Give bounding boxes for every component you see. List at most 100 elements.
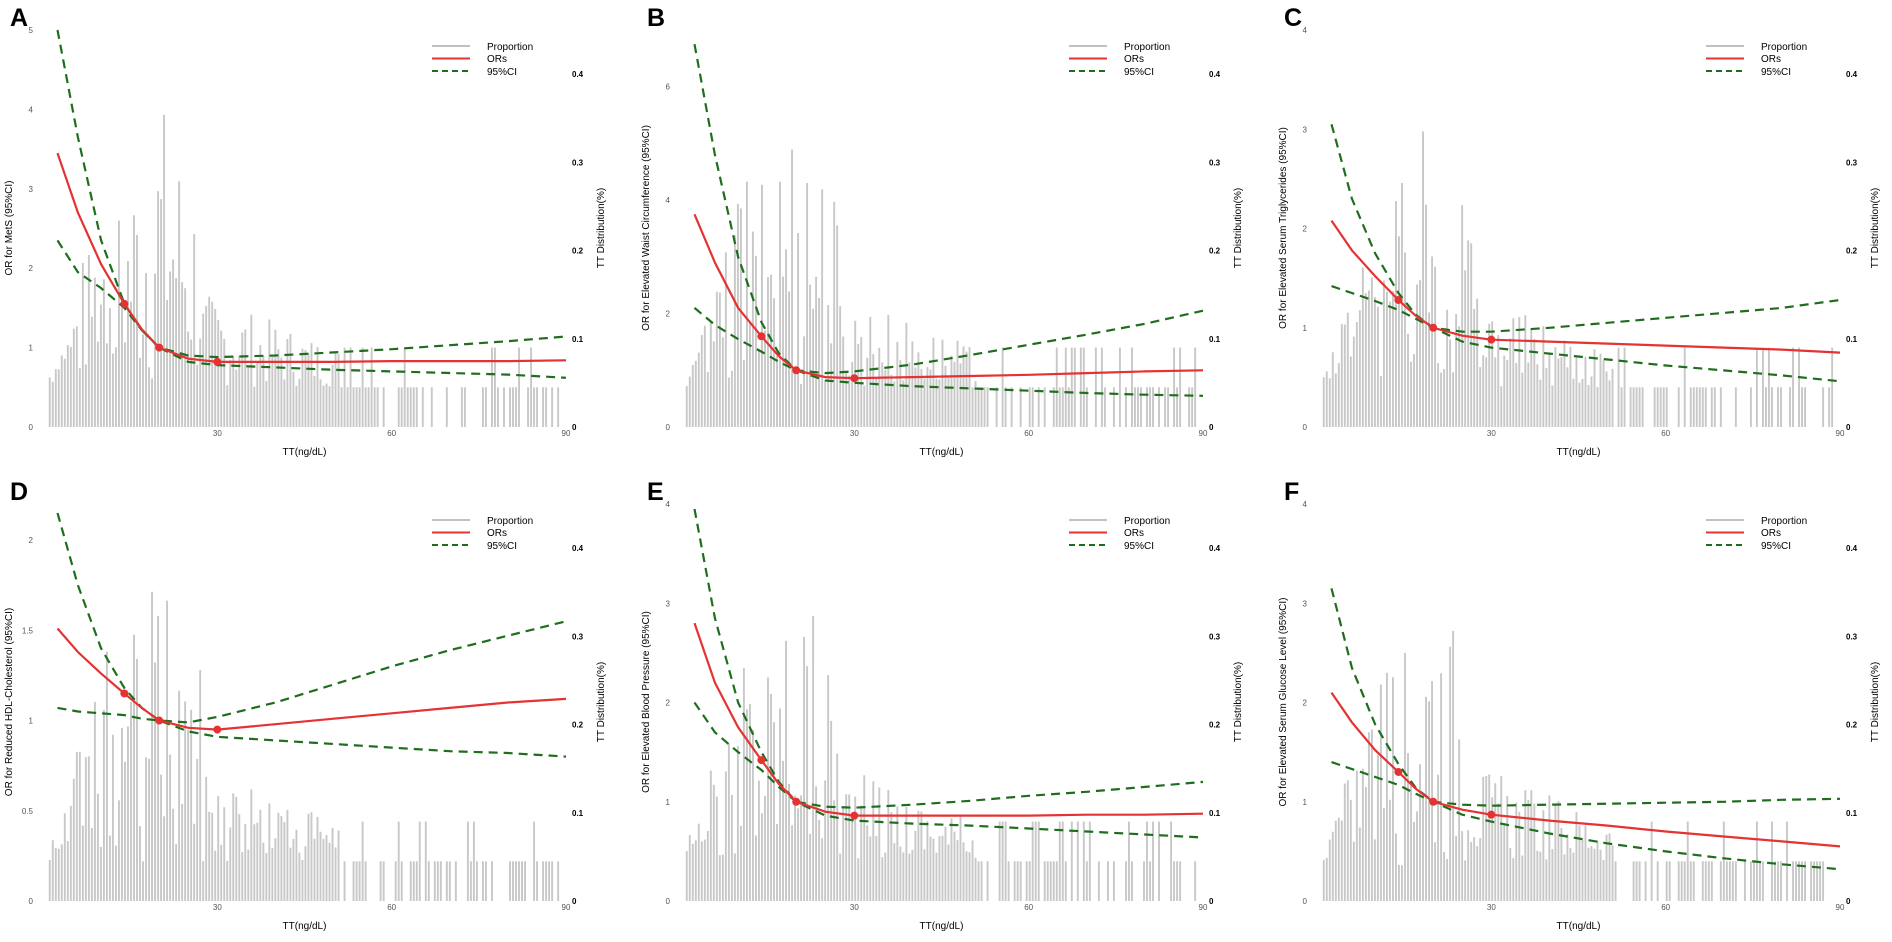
histogram-bar (319, 831, 322, 901)
histogram-bar (292, 371, 295, 427)
histogram-bar (497, 387, 499, 427)
y-tick-label: 0 (29, 423, 34, 432)
legend-ors-label: ORs (487, 54, 507, 65)
histogram-bar (1798, 861, 1800, 901)
histogram-bar (1064, 347, 1067, 427)
histogram-bar (1340, 324, 1343, 427)
histogram-bar (394, 861, 397, 901)
histogram-bar (1016, 861, 1019, 901)
histogram-bar (358, 861, 361, 901)
histogram-bar (1749, 861, 1752, 901)
histogram-bar (947, 375, 950, 427)
histogram-bar (75, 752, 78, 901)
x-tick-label: 90 (1199, 429, 1208, 438)
histogram-bar (93, 277, 96, 427)
histogram-bar (1376, 755, 1379, 901)
y-tick-label: 3 (29, 185, 34, 194)
histogram-bar (851, 361, 854, 427)
histogram-bar (977, 387, 980, 427)
histogram-bar (1587, 847, 1590, 901)
histogram-bar (108, 308, 111, 427)
y-tick-label: 2 (666, 699, 671, 708)
histogram-bar (1725, 861, 1728, 901)
histogram-bar (271, 356, 274, 427)
histogram-bar (863, 385, 866, 427)
panel-letter: B (647, 4, 665, 32)
histogram-bar (1572, 852, 1575, 901)
histogram-bar (1373, 297, 1376, 427)
histogram-bar (114, 845, 117, 901)
legend-ci-label: 95%CI (1761, 67, 1791, 78)
histogram-bar (361, 821, 364, 901)
histogram-bar (1467, 240, 1470, 427)
histogram-bar (1410, 361, 1412, 427)
x-tick-label: 30 (1487, 429, 1496, 438)
histogram-bar (48, 377, 51, 427)
histogram-bar (920, 369, 923, 427)
histogram-bar (286, 809, 289, 901)
histogram-bar (87, 756, 90, 901)
histogram-bar (397, 387, 400, 427)
histogram-bar (1052, 861, 1055, 901)
histogram-bar (881, 362, 884, 427)
x-tick-label: 90 (1836, 429, 1845, 438)
histogram-bar (950, 818, 953, 901)
histogram-bar (439, 861, 442, 901)
histogram-bar (1698, 387, 1701, 427)
histogram-bar (797, 808, 800, 901)
histogram-bar (1828, 387, 1831, 427)
histogram-bar (503, 387, 505, 427)
histogram-bar (902, 852, 905, 901)
histogram-bar (818, 297, 821, 427)
histogram-bar (142, 861, 144, 901)
y-tick-label: 1 (29, 344, 34, 353)
histogram-bar (87, 255, 90, 427)
histogram-bar (1019, 387, 1022, 427)
histogram-bar (1452, 372, 1455, 427)
histogram-bar (382, 861, 385, 901)
ci-upper-line (1330, 588, 1841, 807)
histogram-bar (706, 831, 709, 901)
histogram-bar (779, 181, 781, 427)
y2-tick-label: 0.3 (572, 632, 584, 641)
histogram-bar (1533, 338, 1536, 427)
histogram-bar (1070, 347, 1073, 427)
histogram-bar (1527, 362, 1530, 427)
histogram-bar (1134, 387, 1136, 427)
histogram-bar (950, 355, 953, 427)
histogram-bar (274, 329, 277, 427)
histogram-bar (1437, 774, 1440, 901)
histogram-bar (833, 201, 836, 427)
histogram-bar (1343, 783, 1346, 901)
histogram-bar (518, 861, 520, 901)
histogram-bar (1361, 267, 1364, 427)
y-tick-label: 1 (1303, 324, 1308, 333)
histogram-bar (935, 378, 938, 427)
y-axis-label: OR for Elevated Serum Triglycerides (95%… (1278, 127, 1289, 329)
histogram-bar (1455, 313, 1458, 427)
y-tick-label: 0.5 (22, 807, 34, 816)
histogram-bar (935, 852, 938, 901)
histogram-bar (102, 279, 105, 427)
ors-line (1330, 219, 1841, 354)
histogram-bar (953, 831, 956, 901)
histogram-bar (1124, 387, 1127, 427)
histogram-bar (1124, 861, 1127, 901)
histogram-bar (1644, 861, 1647, 901)
ci-lower-line (693, 701, 1204, 839)
histogram-bar (1539, 851, 1542, 901)
histogram-bar (1596, 840, 1599, 901)
histogram-bar (1325, 857, 1328, 901)
legend-ci-label: 95%CI (1761, 541, 1791, 552)
histogram-bar (830, 343, 833, 427)
histogram-bar (1434, 842, 1437, 901)
histogram-bar (908, 362, 911, 427)
histogram-bar (691, 364, 694, 427)
histogram-bar (1446, 858, 1449, 901)
histogram-bar (1494, 357, 1497, 427)
histogram-bar (1758, 861, 1761, 901)
histogram-bar (111, 734, 114, 901)
histogram-bar (1515, 802, 1518, 901)
legend-ci-label: 95%CI (487, 67, 517, 78)
histogram-bar (959, 816, 962, 901)
